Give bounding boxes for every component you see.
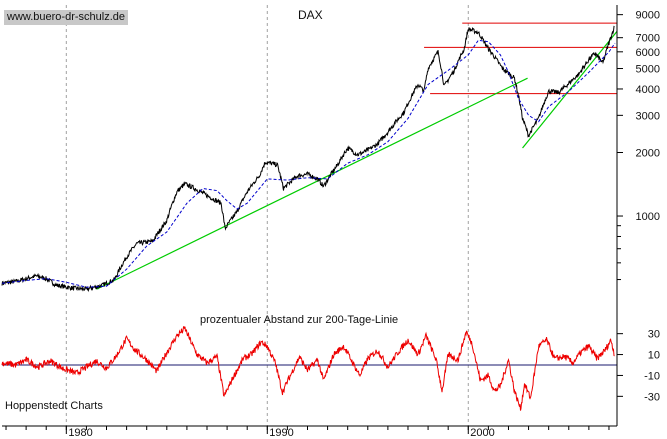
trendline-1 bbox=[96, 77, 528, 290]
price-line bbox=[1, 25, 615, 293]
price-tick-label: 2000 bbox=[636, 148, 660, 160]
watermark: www.buero-dr-schulz.de bbox=[4, 10, 128, 25]
vertical-gridlines bbox=[65, 5, 469, 426]
osc-tick-label: -10 bbox=[644, 370, 660, 382]
price-tick-label: 4000 bbox=[636, 84, 660, 96]
price-tick-label: 5000 bbox=[636, 64, 660, 76]
oscillator-title: prozentualer Abstand zur 200-Tage-Linie bbox=[200, 314, 399, 326]
price-tick-label: 3000 bbox=[636, 110, 660, 122]
x-tick-label: 1990 bbox=[269, 427, 293, 439]
x-tick-label: 1980 bbox=[68, 427, 92, 439]
source-label: Hoppenstedt Charts bbox=[5, 400, 103, 412]
price-tick-label: 1000 bbox=[636, 211, 660, 223]
axes: 1000 2000 3000 4000 5000 6000 7000 9000 30 10 -10 -… bbox=[2, 5, 660, 439]
price-tick-label: 6000 bbox=[636, 47, 660, 59]
price-panel bbox=[1, 25, 616, 293]
oscillator-panel bbox=[1, 326, 617, 411]
distance-line bbox=[1, 326, 615, 411]
osc-tick-label: -30 bbox=[644, 391, 660, 403]
ma200-line bbox=[1, 39, 616, 288]
trendlines bbox=[96, 30, 618, 290]
chart-title: DAX bbox=[298, 8, 323, 22]
resistance-levels bbox=[424, 22, 617, 95]
osc-tick-label: 10 bbox=[648, 350, 660, 362]
x-tick-label: 2000 bbox=[470, 427, 494, 439]
price-tick-label: 7000 bbox=[636, 33, 660, 45]
price-tick-label: 9000 bbox=[636, 10, 660, 22]
osc-tick-label: 30 bbox=[648, 329, 660, 341]
